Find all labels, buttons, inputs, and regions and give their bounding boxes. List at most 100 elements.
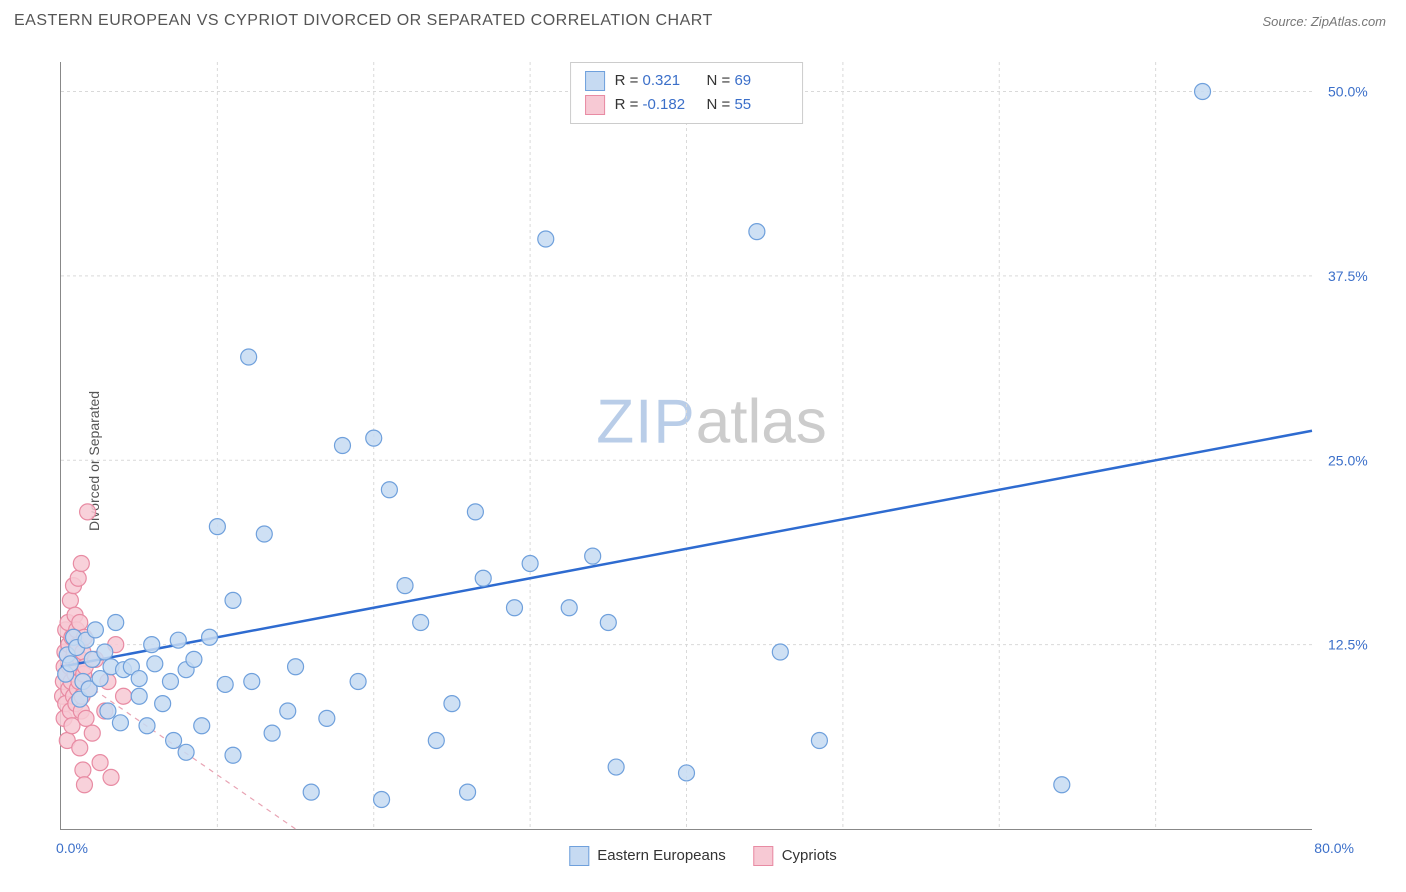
data-point <box>334 438 350 454</box>
data-point <box>288 659 304 675</box>
data-point <box>162 674 178 690</box>
data-point <box>444 696 460 712</box>
data-point <box>131 671 147 687</box>
data-point <box>62 656 78 672</box>
data-point <box>178 744 194 760</box>
data-point <box>147 656 163 672</box>
data-point <box>475 570 491 586</box>
chart-header: EASTERN EUROPEAN VS CYPRIOT DIVORCED OR … <box>0 0 1406 38</box>
r-label-1: R = <box>615 72 643 89</box>
data-point <box>538 231 554 247</box>
data-point <box>155 696 171 712</box>
data-point <box>374 792 390 808</box>
data-point <box>103 769 119 785</box>
data-point <box>600 615 616 631</box>
chart-title: EASTERN EUROPEAN VS CYPRIOT DIVORCED OR … <box>14 12 713 30</box>
stats-row-2: R = -0.182 N = 55 <box>585 93 789 117</box>
data-point <box>217 676 233 692</box>
stats-swatch-1 <box>585 71 605 91</box>
scatter-svg: 12.5%25.0%37.5%50.0% <box>61 62 1312 829</box>
data-point <box>72 740 88 756</box>
data-point <box>80 504 96 520</box>
data-point <box>194 718 210 734</box>
data-point <box>75 762 91 778</box>
data-point <box>749 224 765 240</box>
data-point <box>100 703 116 719</box>
x-axis-min-label: 0.0% <box>56 840 88 856</box>
data-point <box>467 504 483 520</box>
data-point <box>1054 777 1070 793</box>
legend-swatch-2 <box>754 846 774 866</box>
legend-label-1: Eastern Europeans <box>597 847 725 864</box>
data-point <box>679 765 695 781</box>
y-tick-label: 37.5% <box>1328 268 1368 284</box>
data-point <box>585 548 601 564</box>
stats-swatch-2 <box>585 95 605 115</box>
legend-item-2: Cypriots <box>754 846 837 866</box>
y-tick-label: 12.5% <box>1328 637 1368 653</box>
data-point <box>561 600 577 616</box>
chart-area: Divorced or Separated R = 0.321 N = 69 R… <box>14 44 1392 878</box>
data-point <box>303 784 319 800</box>
data-point <box>522 556 538 572</box>
x-axis-max-label: 80.0% <box>1314 840 1354 856</box>
data-point <box>319 710 335 726</box>
stats-row-1: R = 0.321 N = 69 <box>585 69 789 93</box>
data-point <box>87 622 103 638</box>
data-point <box>264 725 280 741</box>
data-point <box>139 718 155 734</box>
n-value-2: 55 <box>734 93 788 117</box>
data-point <box>608 759 624 775</box>
data-point <box>76 777 92 793</box>
data-point <box>144 637 160 653</box>
data-point <box>241 349 257 365</box>
data-point <box>811 733 827 749</box>
source-label: Source: ZipAtlas.com <box>1262 14 1386 29</box>
legend-item-1: Eastern Europeans <box>569 846 725 866</box>
r-value-1: 0.321 <box>643 69 697 93</box>
data-point <box>97 644 113 660</box>
data-point <box>772 644 788 660</box>
y-tick-label: 50.0% <box>1328 84 1368 100</box>
data-point <box>73 556 89 572</box>
y-tick-label: 25.0% <box>1328 452 1368 468</box>
data-point <box>381 482 397 498</box>
data-point <box>256 526 272 542</box>
legend-swatch-1 <box>569 846 589 866</box>
data-point <box>72 615 88 631</box>
data-point <box>244 674 260 690</box>
data-point <box>112 715 128 731</box>
data-point <box>170 632 186 648</box>
data-point <box>350 674 366 690</box>
stats-legend-box: R = 0.321 N = 69 R = -0.182 N = 55 <box>570 62 804 124</box>
data-point <box>460 784 476 800</box>
data-point <box>62 592 78 608</box>
data-point <box>70 570 86 586</box>
data-point <box>1195 84 1211 100</box>
r-value-2: -0.182 <box>643 93 697 117</box>
legend-label-2: Cypriots <box>782 847 837 864</box>
data-point <box>225 747 241 763</box>
data-point <box>428 733 444 749</box>
data-point <box>506 600 522 616</box>
n-label-1: N = <box>707 72 735 89</box>
data-point <box>166 733 182 749</box>
r-label-2: R = <box>615 96 643 113</box>
n-label-2: N = <box>707 96 735 113</box>
data-point <box>131 688 147 704</box>
data-point <box>209 519 225 535</box>
data-point <box>78 710 94 726</box>
series-legend: Eastern Europeans Cypriots <box>569 846 836 866</box>
data-point <box>397 578 413 594</box>
plot-area: R = 0.321 N = 69 R = -0.182 N = 55 ZIPat… <box>60 62 1312 830</box>
data-point <box>280 703 296 719</box>
data-point <box>64 718 80 734</box>
data-point <box>116 688 132 704</box>
data-point <box>202 629 218 645</box>
data-point <box>92 755 108 771</box>
data-point <box>186 651 202 667</box>
data-point <box>413 615 429 631</box>
data-point <box>366 430 382 446</box>
data-point <box>225 592 241 608</box>
n-value-1: 69 <box>734 69 788 93</box>
